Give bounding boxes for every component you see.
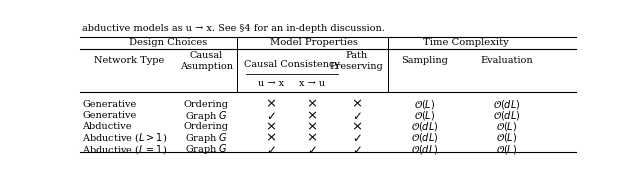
Text: Path
Preserving: Path Preserving — [330, 51, 383, 71]
Text: $\mathcal{O}(dL)$: $\mathcal{O}(dL)$ — [493, 109, 520, 122]
Text: $\checkmark$: $\checkmark$ — [352, 143, 362, 156]
Text: Graph $G$: Graph $G$ — [185, 142, 228, 156]
Text: $\checkmark$: $\checkmark$ — [307, 143, 317, 156]
Text: Ordering: Ordering — [184, 100, 229, 109]
Text: $\times$: $\times$ — [307, 120, 318, 133]
Text: $\times$: $\times$ — [307, 131, 318, 144]
Text: Causal Consistency: Causal Consistency — [244, 60, 339, 69]
Text: abductive models as u → x. See §4 for an in-depth discussion.: abductive models as u → x. See §4 for an… — [83, 24, 385, 34]
Text: Design Choices: Design Choices — [129, 38, 207, 47]
Text: Graph $G$: Graph $G$ — [185, 131, 228, 145]
Text: x → u: x → u — [299, 79, 325, 88]
Text: Abductive ($L = 1$): Abductive ($L = 1$) — [83, 143, 168, 156]
Text: Graph $G$: Graph $G$ — [185, 109, 228, 123]
Text: Sampling: Sampling — [401, 56, 448, 65]
Text: $\mathcal{O}(dL)$: $\mathcal{O}(dL)$ — [411, 120, 438, 133]
Text: $\checkmark$: $\checkmark$ — [352, 109, 362, 122]
Text: Causal
Asumption: Causal Asumption — [180, 51, 233, 71]
Text: $\times$: $\times$ — [266, 131, 276, 144]
Text: Network Type: Network Type — [95, 56, 164, 65]
Text: $\mathcal{O}(L)$: $\mathcal{O}(L)$ — [414, 98, 435, 111]
Text: Time Complexity: Time Complexity — [423, 38, 509, 47]
Text: $\times$: $\times$ — [307, 109, 318, 122]
Text: Ordering: Ordering — [184, 122, 229, 131]
Text: $\mathcal{O}(L)$: $\mathcal{O}(L)$ — [496, 143, 517, 156]
Text: Abductive: Abductive — [83, 122, 132, 131]
Text: $\times$: $\times$ — [351, 98, 362, 111]
Text: $\mathcal{O}(dL)$: $\mathcal{O}(dL)$ — [411, 143, 438, 156]
Text: Evaluation: Evaluation — [480, 56, 533, 65]
Text: $\checkmark$: $\checkmark$ — [266, 143, 276, 156]
Text: Model Properties: Model Properties — [270, 38, 358, 47]
Text: $\mathcal{O}(L)$: $\mathcal{O}(L)$ — [496, 120, 517, 133]
Text: $\mathcal{O}(L)$: $\mathcal{O}(L)$ — [496, 131, 517, 144]
Text: $\mathcal{O}(L)$: $\mathcal{O}(L)$ — [414, 109, 435, 122]
Text: $\times$: $\times$ — [307, 98, 318, 111]
Text: $\checkmark$: $\checkmark$ — [352, 131, 362, 144]
Text: $\checkmark$: $\checkmark$ — [266, 109, 276, 122]
Text: Generative: Generative — [83, 111, 137, 120]
Text: $\times$: $\times$ — [351, 120, 362, 133]
Text: $\times$: $\times$ — [266, 120, 276, 133]
Text: Generative: Generative — [83, 100, 137, 109]
Text: $\mathcal{O}(dL)$: $\mathcal{O}(dL)$ — [493, 98, 520, 111]
Text: $\times$: $\times$ — [266, 98, 276, 111]
Text: Abductive ($L > 1$): Abductive ($L > 1$) — [83, 131, 168, 144]
Text: u → x: u → x — [258, 79, 284, 88]
Text: $\mathcal{O}(dL)$: $\mathcal{O}(dL)$ — [411, 131, 438, 144]
